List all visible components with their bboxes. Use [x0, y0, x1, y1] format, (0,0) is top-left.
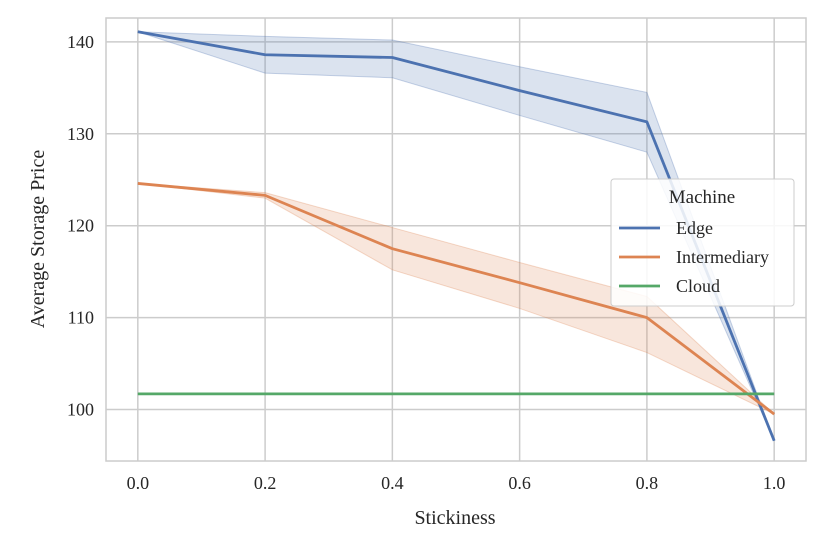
legend-label-intermediary: Intermediary — [676, 247, 769, 267]
y-axis-ticks: 100 110 120 130 140 — [67, 32, 94, 420]
legend-label-cloud: Cloud — [676, 276, 720, 296]
x-axis-ticks: 0.0 0.2 0.4 0.6 0.8 1.0 — [127, 473, 786, 493]
y-tick-label: 120 — [67, 216, 94, 236]
legend-box — [610, 178, 795, 307]
series-lines — [137, 30, 776, 442]
legend: Machine Edge Intermediary Cloud — [610, 178, 795, 307]
y-tick-label: 140 — [67, 32, 94, 52]
x-tick-label: 1.0 — [763, 473, 786, 493]
x-tick-label: 0.6 — [508, 473, 531, 493]
y-tick-label: 110 — [68, 308, 94, 328]
grid-lines — [106, 18, 806, 461]
x-axis-label: Stickiness — [414, 507, 495, 529]
legend-label-edge: Edge — [676, 218, 713, 238]
y-tick-label: 130 — [67, 124, 94, 144]
intermediary-series-line — [137, 182, 776, 416]
edge-series-line — [137, 30, 776, 442]
y-axis-label: Average Storage Price — [27, 150, 49, 329]
legend-title: Machine — [669, 187, 735, 208]
x-tick-label: 0.8 — [636, 473, 659, 493]
x-tick-label: 0.2 — [254, 473, 277, 493]
x-tick-label: 0.0 — [127, 473, 150, 493]
x-tick-label: 0.4 — [381, 473, 404, 493]
y-tick-label: 100 — [67, 400, 94, 420]
